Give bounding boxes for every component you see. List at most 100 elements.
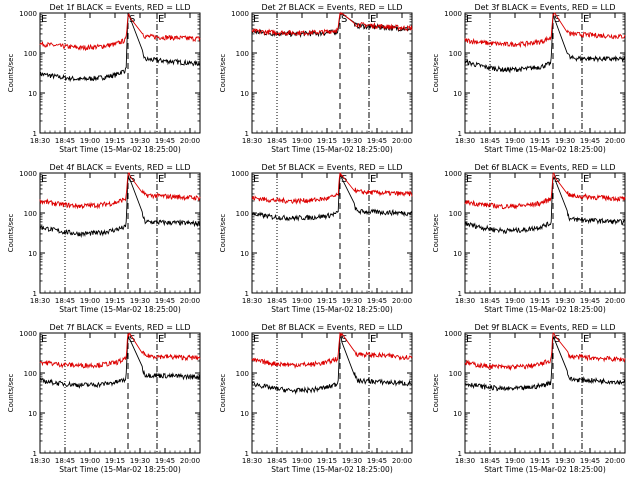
y-axis-label: Counts/sec xyxy=(432,214,440,253)
y-tick-label: 1000 xyxy=(231,10,249,18)
x-tick-label: 20:00 xyxy=(392,297,412,305)
marker-label: E xyxy=(370,14,376,25)
plot-frame xyxy=(464,172,626,294)
x-tick-label: 19:30 xyxy=(342,137,362,145)
panel-title: Det 1f BLACK = Events, RED = LLD xyxy=(49,3,190,12)
panel-title: Det 7f BLACK = Events, RED = LLD xyxy=(49,323,190,332)
y-tick-label: 1 xyxy=(245,130,249,138)
marker-label: E xyxy=(466,334,472,345)
x-tick-label: 19:00 xyxy=(505,457,525,465)
x-tick-label: 18:45 xyxy=(480,137,500,145)
x-tick-label: 18:30 xyxy=(455,137,475,145)
marker-label: E xyxy=(253,174,259,185)
x-tick-label: 20:00 xyxy=(180,297,200,305)
marker-label: E xyxy=(370,334,376,345)
x-tick-label: 19:15 xyxy=(105,457,125,465)
marker-label: E xyxy=(41,14,47,25)
x-tick-label: 19:00 xyxy=(80,137,100,145)
marker-label: S xyxy=(341,14,347,25)
x-tick-label: 19:30 xyxy=(130,137,150,145)
series-lld-line xyxy=(251,331,413,370)
marker-label: E xyxy=(466,174,472,185)
x-tick-label: 19:45 xyxy=(155,297,175,305)
marker-label: E xyxy=(158,14,164,25)
x-axis-label: Start Time (15-Mar-02 18:25:00) xyxy=(59,145,181,154)
x-tick-label: 19:00 xyxy=(292,297,312,305)
x-tick-label: 18:45 xyxy=(55,457,75,465)
x-tick-label: 19:15 xyxy=(317,457,337,465)
series-events-line xyxy=(251,175,413,222)
x-tick-label: 18:45 xyxy=(480,297,500,305)
marker-label: E xyxy=(466,14,472,25)
series-events-line xyxy=(251,336,413,395)
y-tick-label: 1 xyxy=(458,450,462,458)
x-tick-label: 19:15 xyxy=(317,297,337,305)
y-tick-label: 1000 xyxy=(231,330,249,338)
x-tick-label: 18:30 xyxy=(30,457,50,465)
x-axis-label: Start Time (15-Mar-02 18:25:00) xyxy=(59,305,181,314)
marker-label: S xyxy=(129,334,135,345)
panel-title: Det 6f BLACK = Events, RED = LLD xyxy=(474,163,615,172)
marker-label: S xyxy=(129,14,135,25)
x-tick-label: 19:45 xyxy=(580,137,600,145)
y-tick-label: 10 xyxy=(453,410,462,418)
marker-label: S xyxy=(554,174,560,185)
x-tick-label: 18:30 xyxy=(30,137,50,145)
marker-label: E xyxy=(370,174,376,185)
series-events-line xyxy=(464,14,626,74)
y-axis-label: Counts/sec xyxy=(432,374,440,413)
x-axis-label: Start Time (15-Mar-02 18:25:00) xyxy=(271,305,393,314)
y-tick-label: 100 xyxy=(236,370,249,378)
series-events-line xyxy=(39,335,201,389)
marker-label: E xyxy=(158,174,164,185)
marker-label: E xyxy=(41,174,47,185)
series-lld-line xyxy=(464,332,626,371)
marker-label: S xyxy=(341,334,347,345)
y-axis-label: Counts/sec xyxy=(7,54,15,93)
marker-label: E xyxy=(158,334,164,345)
x-axis-label: Start Time (15-Mar-02 18:25:00) xyxy=(59,465,181,474)
series-lld-line xyxy=(39,332,201,370)
panel-title: Det 2f BLACK = Events, RED = LLD xyxy=(261,3,402,12)
y-tick-label: 100 xyxy=(24,370,37,378)
y-tick-label: 100 xyxy=(449,50,462,58)
series-events-line xyxy=(39,13,201,83)
y-tick-label: 10 xyxy=(28,90,37,98)
y-tick-label: 1000 xyxy=(231,170,249,178)
y-tick-label: 1 xyxy=(33,130,37,138)
y-tick-label: 100 xyxy=(24,50,37,58)
x-tick-label: 19:30 xyxy=(130,457,150,465)
y-tick-label: 1 xyxy=(458,130,462,138)
marker-label: S xyxy=(554,14,560,25)
panel-title: Det 9f BLACK = Events, RED = LLD xyxy=(474,323,615,332)
x-tick-label: 19:15 xyxy=(530,137,550,145)
x-tick-label: 19:00 xyxy=(505,137,525,145)
y-axis-label: Counts/sec xyxy=(432,54,440,93)
y-tick-label: 100 xyxy=(24,210,37,218)
y-tick-label: 10 xyxy=(240,410,249,418)
marker-label: E xyxy=(583,174,589,185)
x-tick-label: 20:00 xyxy=(605,137,625,145)
x-tick-label: 20:00 xyxy=(605,457,625,465)
y-tick-label: 100 xyxy=(449,370,462,378)
y-tick-label: 10 xyxy=(240,90,249,98)
x-tick-label: 18:45 xyxy=(267,457,287,465)
series-events-line xyxy=(464,335,626,392)
panel-title: Det 3f BLACK = Events, RED = LLD xyxy=(474,3,615,12)
x-tick-label: 18:45 xyxy=(55,297,75,305)
x-tick-label: 19:45 xyxy=(367,457,387,465)
x-tick-label: 19:45 xyxy=(155,137,175,145)
plot-frame xyxy=(464,332,626,454)
x-tick-label: 19:45 xyxy=(367,297,387,305)
x-tick-label: 19:45 xyxy=(155,457,175,465)
panel-title: Det 8f BLACK = Events, RED = LLD xyxy=(261,323,402,332)
x-tick-label: 19:30 xyxy=(555,137,575,145)
y-tick-label: 10 xyxy=(28,410,37,418)
x-tick-label: 18:45 xyxy=(267,137,287,145)
y-tick-label: 1000 xyxy=(19,170,37,178)
y-axis-label: Counts/sec xyxy=(7,374,15,413)
x-tick-label: 19:00 xyxy=(505,297,525,305)
series-lld-line xyxy=(39,13,201,52)
y-tick-label: 10 xyxy=(453,250,462,258)
